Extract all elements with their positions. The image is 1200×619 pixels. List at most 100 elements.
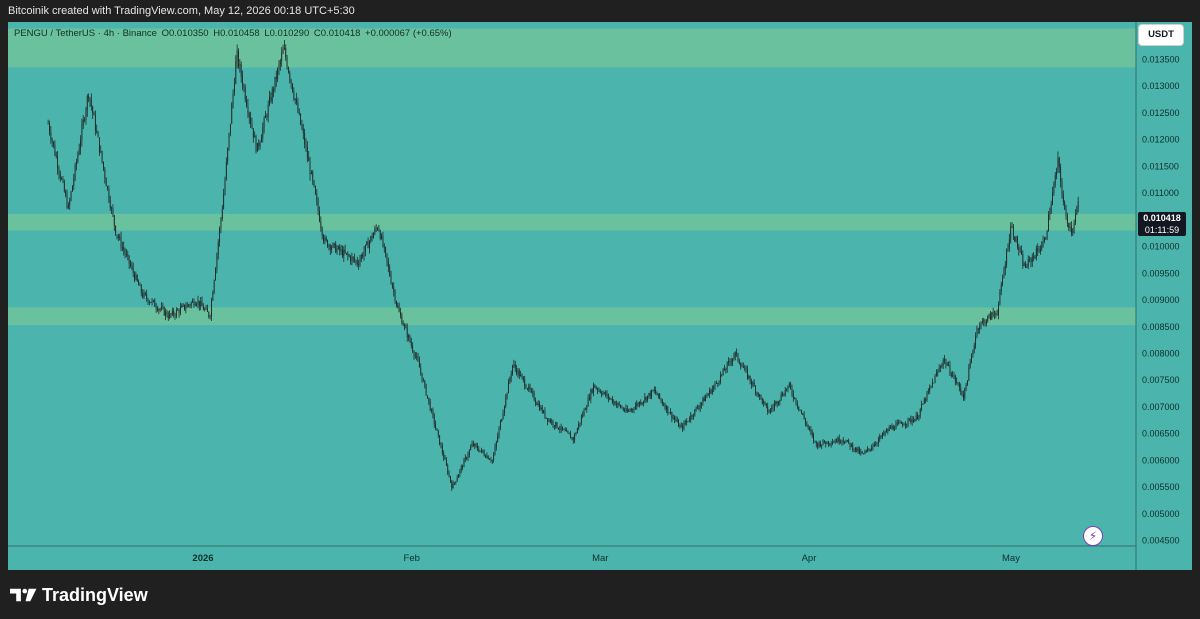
- candle: [556, 422, 558, 429]
- candle: [598, 387, 600, 393]
- candle: [852, 442, 854, 452]
- candle: [381, 233, 383, 240]
- candle: [525, 383, 527, 389]
- candle: [182, 303, 184, 308]
- candle: [517, 367, 519, 378]
- candle: [613, 399, 615, 407]
- candle: [92, 105, 94, 120]
- candle: [441, 442, 443, 456]
- candle: [695, 406, 697, 412]
- candle: [749, 375, 751, 385]
- time-scale[interactable]: 2026 Feb Mar Apr May: [192, 553, 1020, 564]
- candle: [1019, 246, 1021, 254]
- lightning-icon[interactable]: ⚡: [1083, 526, 1103, 546]
- candle: [810, 425, 812, 436]
- candle: [486, 452, 488, 459]
- candle: [995, 311, 997, 319]
- candle: [636, 400, 638, 410]
- price-tick-label: 0.013000: [1142, 81, 1180, 91]
- legend-high: H0.010458: [213, 28, 260, 39]
- candle: [422, 377, 424, 382]
- candle: [144, 291, 146, 297]
- candle: [152, 299, 154, 303]
- candle: [1039, 245, 1041, 255]
- candle: [888, 424, 890, 432]
- candle: [416, 352, 418, 361]
- candle: [71, 185, 73, 192]
- candle: [630, 407, 632, 413]
- candle: [143, 289, 145, 300]
- candle: [574, 432, 576, 444]
- tradingview-logo-icon: [10, 588, 37, 602]
- candle: [776, 400, 778, 408]
- candle: [1034, 255, 1036, 260]
- candle: [578, 421, 580, 431]
- candle: [587, 394, 589, 407]
- candle: [202, 303, 204, 311]
- candle: [948, 361, 950, 367]
- candle: [610, 398, 612, 401]
- candle: [1041, 241, 1043, 252]
- candle: [308, 150, 310, 162]
- candle: [710, 388, 712, 395]
- candle: [173, 307, 175, 318]
- candle: [543, 409, 545, 414]
- candle: [238, 48, 239, 70]
- candle: [836, 438, 837, 443]
- candle: [968, 363, 970, 382]
- candle: [701, 402, 702, 409]
- candle: [196, 302, 198, 307]
- candle: [467, 451, 469, 461]
- candle: [1056, 167, 1058, 180]
- candle: [987, 315, 989, 323]
- candle: [660, 397, 662, 404]
- candle: [659, 392, 661, 400]
- candle: [923, 397, 925, 405]
- candle: [107, 185, 108, 191]
- candle: [97, 130, 99, 138]
- candle: [128, 255, 130, 270]
- candle: [591, 388, 593, 394]
- candle: [452, 480, 454, 489]
- candle: [602, 390, 604, 396]
- candle: [611, 396, 613, 405]
- candle: [717, 382, 719, 388]
- candle: [845, 439, 847, 443]
- candle: [805, 417, 806, 427]
- price-tick-label: 0.007500: [1142, 375, 1180, 385]
- candle: [675, 416, 677, 422]
- price-tick-label: 0.012500: [1142, 108, 1180, 118]
- candle: [580, 414, 582, 426]
- candle: [1023, 261, 1025, 267]
- price-chart[interactable]: 0.004500 0.005000 0.005500 0.006000 0.006500…: [8, 22, 1192, 570]
- candle: [304, 128, 306, 149]
- candle: [259, 140, 261, 150]
- candle: [1029, 256, 1031, 263]
- candle: [248, 111, 250, 124]
- candle: [363, 246, 365, 261]
- candle: [462, 464, 464, 471]
- candle: [661, 398, 663, 406]
- chart-area[interactable]: 0.004500 0.005000 0.005500 0.006000 0.006500…: [8, 22, 1192, 570]
- candle: [134, 271, 135, 283]
- candle: [593, 382, 594, 397]
- candle: [713, 384, 715, 393]
- currency-button[interactable]: USDT: [1139, 25, 1183, 45]
- candle: [668, 412, 670, 414]
- candle: [937, 369, 939, 377]
- candle: [481, 447, 482, 454]
- candle: [298, 108, 300, 116]
- candle: [58, 165, 60, 180]
- support-resistance-zone-1: [8, 28, 1136, 68]
- candle: [887, 428, 889, 435]
- footer-bar: TradingView: [0, 570, 1200, 619]
- candle: [721, 373, 723, 377]
- candle: [865, 449, 867, 453]
- legend-close: C0.010418: [313, 28, 361, 39]
- candle: [718, 380, 720, 386]
- candle: [1060, 163, 1062, 188]
- tradingview-brand[interactable]: TradingView: [10, 582, 148, 608]
- candle: [449, 475, 451, 484]
- candle: [807, 424, 809, 430]
- price-scale[interactable]: 0.004500 0.005000 0.005500 0.006000 0.006500…: [1142, 28, 1180, 546]
